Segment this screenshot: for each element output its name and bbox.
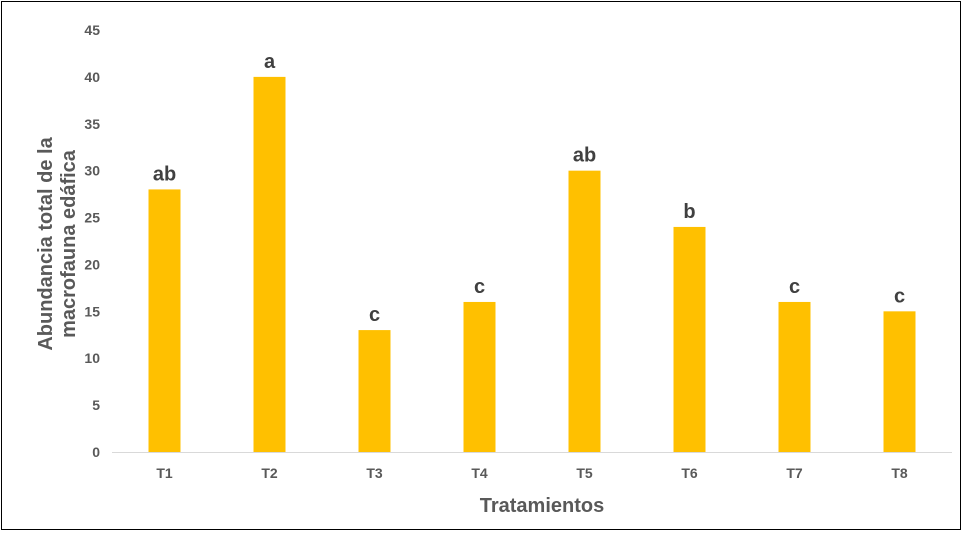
bar-t3 <box>358 330 391 452</box>
bar-t5 <box>568 170 601 452</box>
bar-data-label-t1: ab <box>153 163 176 185</box>
x-tick-label-t8: T8 <box>891 465 908 481</box>
y-tick-label: 40 <box>84 69 100 85</box>
x-tick-label-t6: T6 <box>681 465 698 481</box>
bar-t7 <box>778 301 811 452</box>
y-tick-label: 45 <box>84 22 100 38</box>
y-axis-title: Abundancia total de la macrofauna edáfic… <box>35 136 80 350</box>
x-axis-title: Tratamientos <box>480 495 604 517</box>
y-tick-label: 25 <box>84 210 100 226</box>
x-tick-label-t7: T7 <box>786 465 803 481</box>
bar-t2 <box>253 76 286 452</box>
x-tick-label-t4: T4 <box>471 465 488 481</box>
bar-data-label-t6: b <box>683 201 695 223</box>
y-tick-label: 20 <box>84 256 100 272</box>
y-tick-label: 35 <box>84 116 100 132</box>
bar-data-label-t7: c <box>789 276 800 298</box>
bar-t4 <box>463 301 496 452</box>
x-tick-label-t1: T1 <box>156 465 173 481</box>
x-axis-ticks: T1 T2 T3 T4 T5 T6 T7 T8 <box>156 465 908 481</box>
x-tick-label-t3: T3 <box>366 465 383 481</box>
x-tick-label-t5: T5 <box>576 465 593 481</box>
y-axis-title-line-2: macrofauna edáfica <box>58 149 80 338</box>
bar-data-label-t5: ab <box>573 145 596 167</box>
bar-data-label-t8: c <box>894 285 905 307</box>
y-tick-label: 30 <box>84 163 100 179</box>
y-tick-label: 15 <box>84 303 100 319</box>
y-tick-label: 5 <box>92 397 100 413</box>
y-axis-title-line-1: Abundancia total de la <box>35 136 57 350</box>
bar-data-labels: ab a c c ab b c c <box>153 51 905 326</box>
bars <box>148 76 916 452</box>
y-axis-ticks: 0 5 10 15 20 25 30 35 40 45 <box>84 22 100 460</box>
x-tick-label-t2: T2 <box>261 465 278 481</box>
bar-t6 <box>673 226 706 452</box>
bar-data-label-t4: c <box>474 276 485 298</box>
bar-data-label-t2: a <box>264 51 276 73</box>
bar-t1 <box>148 189 181 452</box>
bar-t8 <box>883 311 916 452</box>
bar-data-label-t3: c <box>369 304 380 326</box>
y-tick-label: 10 <box>84 350 100 366</box>
y-tick-label: 0 <box>92 444 100 460</box>
